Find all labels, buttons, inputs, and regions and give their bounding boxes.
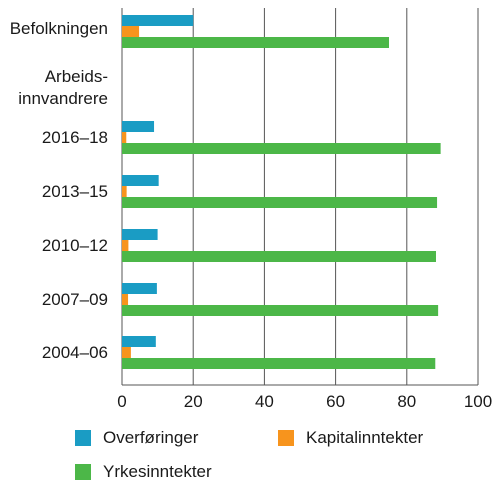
bar-yrkesinntekter-befolkningen [122, 37, 389, 48]
bar-kapitalinntekter-2007-09 [122, 294, 129, 305]
x-tick-label-80: 80 [397, 392, 416, 411]
category-label-2016-18: 2016–18 [42, 128, 108, 147]
bar-yrkesinntekter-2013-15 [122, 197, 438, 208]
bar-yrkesinntekter-2016-18 [122, 143, 441, 154]
category-label-2004-06: 2004–06 [42, 343, 108, 362]
category-label-2013-15: 2013–15 [42, 182, 108, 201]
x-tick-label-100: 100 [464, 392, 492, 411]
bar-kapitalinntekter-2013-15 [122, 186, 127, 197]
bar-overforinger-2010-12 [122, 229, 158, 240]
bar-overforinger-2013-15 [122, 175, 159, 186]
category-label-befolkningen: Befolkningen [10, 19, 108, 38]
bar-yrkesinntekter-2004-06 [122, 358, 436, 369]
category-labels: Befolkningen Arbeids-innvandrere 2016–18 20… [10, 19, 108, 362]
bar-kapitalinntekter-befolkningen [122, 26, 140, 37]
category-label-2007-09: 2007–09 [42, 290, 108, 309]
grid-lines [121, 8, 479, 386]
x-tick-label-20: 20 [184, 392, 203, 411]
category-label-2010-12: 2010–12 [42, 236, 108, 255]
bar-kapitalinntekter-2016-18 [122, 132, 127, 143]
x-tick-labels: 0 20 40 60 80 100 [117, 392, 492, 411]
bar-overforinger-befolkningen [122, 15, 194, 26]
category-label-arbeids-innvandrere: Arbeids-innvandrere [18, 67, 108, 108]
bar-kapitalinntekter-2004-06 [122, 347, 131, 358]
bar-yrkesinntekter-2007-09 [122, 305, 439, 316]
bars [122, 15, 441, 369]
bar-overforinger-2007-09 [122, 283, 157, 294]
x-tick-label-0: 0 [117, 392, 126, 411]
bar-overforinger-2004-06 [122, 336, 156, 347]
x-tick-label-60: 60 [326, 392, 345, 411]
bar-yrkesinntekter-2010-12 [122, 251, 436, 262]
bar-kapitalinntekter-2010-12 [122, 240, 129, 251]
x-tick-label-40: 40 [255, 392, 274, 411]
bar-overforinger-2016-18 [122, 121, 155, 132]
